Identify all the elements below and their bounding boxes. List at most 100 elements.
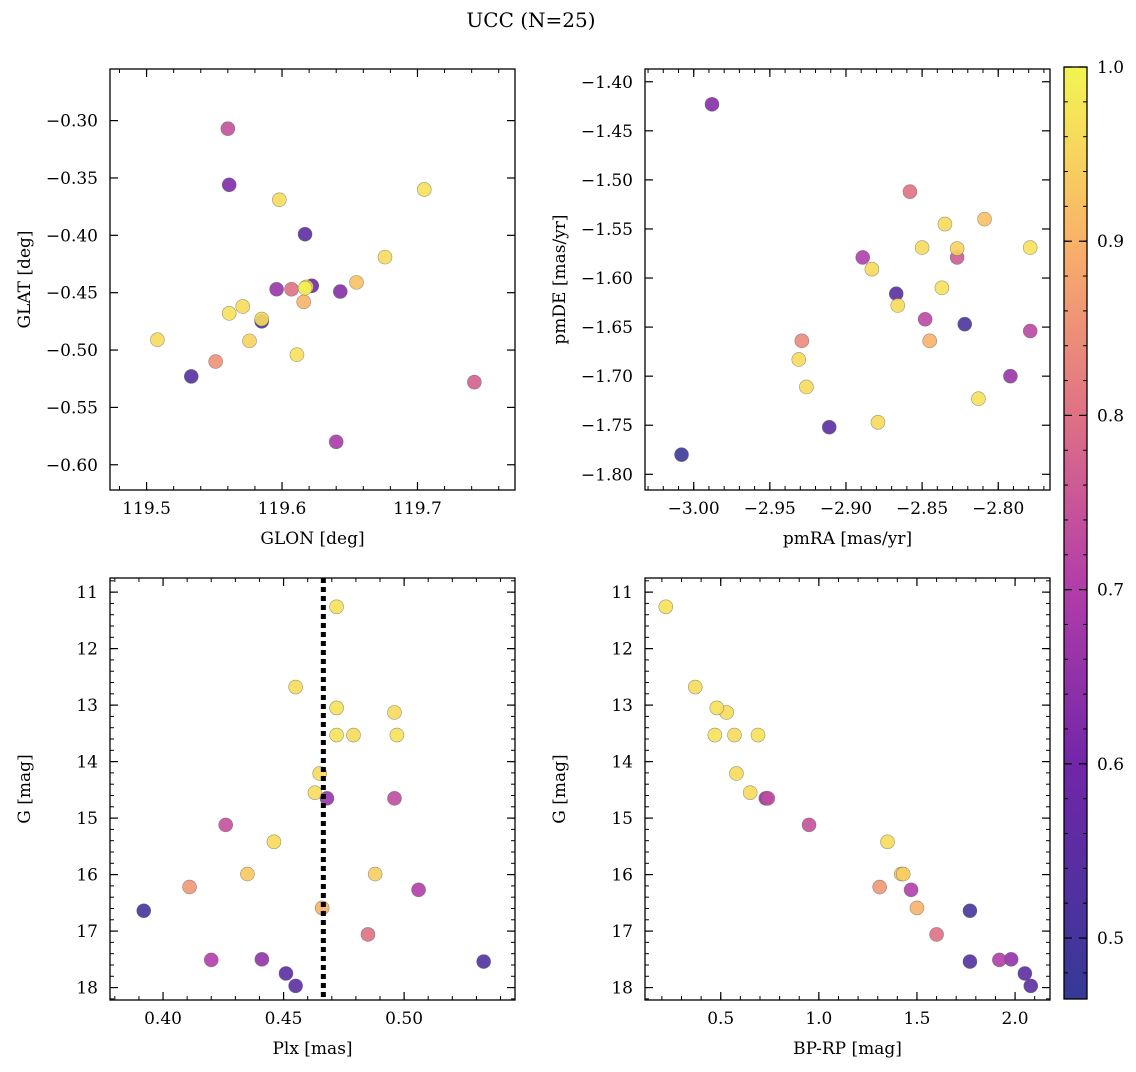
data-point bbox=[791, 352, 807, 367]
data-point bbox=[934, 280, 950, 296]
y-tick-label: 18 bbox=[611, 979, 633, 999]
x-tick-label: −2.85 bbox=[896, 499, 948, 519]
x-tick-label: 119.7 bbox=[393, 499, 442, 519]
data-point bbox=[1023, 978, 1039, 994]
data-point bbox=[962, 903, 978, 919]
data-point bbox=[288, 978, 303, 994]
data-point bbox=[794, 333, 810, 349]
y-tick-label: 17 bbox=[76, 922, 98, 942]
colorbar-tick-label: 1.0 bbox=[1097, 58, 1124, 78]
y-tick-label: −1.65 bbox=[581, 318, 633, 338]
data-point bbox=[272, 192, 287, 208]
data-point bbox=[150, 332, 165, 348]
y-tick-label: −1.55 bbox=[581, 220, 633, 240]
data-point bbox=[467, 374, 482, 390]
y-tick-label: −0.45 bbox=[46, 284, 98, 304]
y-tick-label: 12 bbox=[611, 640, 633, 660]
data-point bbox=[727, 727, 742, 743]
y-tick-label: 11 bbox=[76, 583, 98, 603]
axes-frame bbox=[109, 68, 516, 491]
y-axis-label: G [mag] bbox=[15, 754, 35, 823]
y-tick-label: −1.50 bbox=[581, 171, 633, 191]
y-tick-label: −0.30 bbox=[46, 112, 98, 132]
x-axis-label: GLON [deg] bbox=[260, 529, 364, 549]
data-point bbox=[387, 791, 402, 806]
data-point bbox=[957, 316, 973, 332]
axes-frame bbox=[644, 577, 1051, 1001]
x-tick-label: 0.45 bbox=[265, 1009, 303, 1029]
x-tick-label: 1.0 bbox=[805, 1009, 832, 1029]
y-tick-label: 11 bbox=[611, 583, 633, 603]
panel-cmd: 0.5 1.0 1.5 2.0 11 12 13 14 15 16 17 18 BP-RP [mag] G… bbox=[550, 577, 1051, 1059]
data-point bbox=[235, 299, 251, 314]
x-axis-label: pmRA [mas/yr] bbox=[783, 529, 912, 549]
colorbar-tick-label: 0.8 bbox=[1097, 406, 1124, 426]
data-point bbox=[328, 434, 344, 450]
data-point bbox=[307, 785, 323, 800]
data-point bbox=[332, 284, 348, 299]
data-point bbox=[821, 419, 837, 435]
data-point bbox=[221, 177, 237, 193]
y-tick-label: −0.40 bbox=[46, 226, 98, 246]
data-point bbox=[476, 954, 491, 969]
panel-plx: 0.40 0.45 0.50 11 12 13 14 15 16 17 18 Plx [mas] G [… bbox=[15, 577, 516, 1059]
data-point bbox=[203, 952, 219, 968]
data-point bbox=[242, 333, 257, 349]
figure-title: UCC (N=25) bbox=[466, 8, 595, 32]
data-point bbox=[658, 599, 674, 615]
y-axis-label: pmDE [mas/yr] bbox=[550, 214, 570, 344]
y-tick-label: 14 bbox=[76, 753, 98, 773]
x-tick-label: −2.90 bbox=[820, 499, 872, 519]
data-point bbox=[240, 866, 255, 882]
data-point bbox=[709, 700, 725, 716]
colorbar-gradient bbox=[1064, 67, 1087, 999]
data-point bbox=[1003, 368, 1018, 384]
data-point bbox=[329, 700, 344, 716]
data-point bbox=[902, 184, 918, 199]
data-point bbox=[909, 900, 925, 916]
data-point bbox=[278, 966, 294, 981]
y-tick-label: 12 bbox=[76, 640, 98, 660]
x-tick-label: 0.40 bbox=[144, 1009, 182, 1029]
data-point bbox=[220, 121, 236, 136]
y-tick-label: −1.80 bbox=[581, 465, 633, 485]
y-tick-label: −0.35 bbox=[46, 169, 98, 189]
y-tick-label: 18 bbox=[76, 979, 98, 999]
data-point bbox=[221, 306, 237, 321]
data-point bbox=[971, 391, 986, 407]
data-point bbox=[855, 250, 871, 265]
colorbar-tick-label: 0.9 bbox=[1097, 232, 1124, 252]
y-axis-label: GLAT [deg] bbox=[15, 230, 35, 328]
data-point bbox=[389, 727, 405, 743]
data-point bbox=[218, 817, 234, 833]
panel-pm: −3.00 −2.95 −2.90 −2.85 −2.80 −1.40 −1.45 −1.50… bbox=[550, 68, 1051, 549]
data-point bbox=[801, 817, 817, 833]
data-point bbox=[136, 903, 152, 919]
y-tick-label: −1.70 bbox=[581, 367, 633, 387]
data-point bbox=[360, 927, 376, 942]
x-tick-label: −2.95 bbox=[744, 499, 796, 519]
data-point bbox=[296, 294, 311, 310]
data-point bbox=[729, 766, 744, 781]
data-point bbox=[297, 226, 313, 242]
axes-frame bbox=[109, 577, 516, 1001]
data-point bbox=[1022, 240, 1038, 255]
x-tick-label: 119.5 bbox=[122, 499, 171, 519]
data-point bbox=[416, 182, 432, 197]
data-point bbox=[977, 211, 992, 227]
data-point bbox=[895, 866, 911, 882]
data-point bbox=[704, 97, 720, 112]
y-tick-label: 13 bbox=[611, 696, 633, 716]
y-tick-label: 16 bbox=[611, 866, 633, 886]
x-axis-label: BP-RP [mag] bbox=[793, 1039, 902, 1059]
data-point bbox=[922, 333, 938, 349]
x-tick-label: 0.5 bbox=[707, 1009, 734, 1029]
data-point bbox=[182, 879, 197, 895]
y-tick-label: 14 bbox=[611, 753, 633, 773]
data-point bbox=[329, 727, 344, 743]
data-point bbox=[707, 727, 723, 743]
data-point bbox=[269, 281, 284, 297]
data-point bbox=[1017, 966, 1033, 981]
data-point bbox=[208, 354, 223, 369]
